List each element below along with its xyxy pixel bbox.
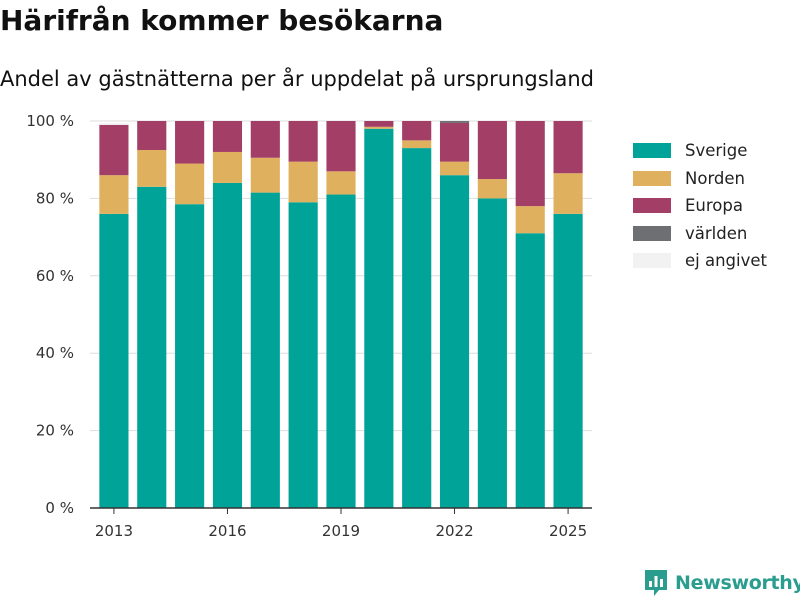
bar-segment — [439, 121, 470, 123]
bar-segment — [364, 126, 394, 129]
x-tick-label: 2016 — [208, 522, 246, 540]
legend-item: Europa — [633, 192, 767, 220]
x-tick-label: 2025 — [549, 522, 587, 540]
bar-segment — [515, 233, 545, 509]
legend-label: Europa — [685, 196, 743, 216]
bar-segment — [326, 171, 356, 195]
page-title: Härifrån kommer besökarna — [0, 4, 444, 37]
bar-segment — [553, 213, 583, 508]
brand-name: Newsworthy — [675, 572, 800, 594]
legend-label: ej angivet — [685, 251, 767, 271]
bar-segment — [99, 124, 129, 176]
bar-segment — [212, 182, 243, 509]
bar-segment — [439, 175, 470, 508]
bar-segment — [553, 121, 583, 174]
bar-segment — [515, 206, 545, 234]
bar-segment — [553, 173, 583, 214]
y-tick-label: 40 % — [36, 344, 74, 362]
bars — [99, 121, 583, 509]
bar-segment — [326, 194, 356, 508]
bar-segment — [515, 121, 545, 207]
y-tick-label: 20 % — [36, 422, 74, 440]
bar-segment — [137, 186, 167, 509]
bar-segment — [99, 175, 129, 214]
bar-segment — [326, 121, 356, 172]
legend-label: världen — [685, 223, 748, 243]
legend-swatch — [633, 170, 671, 186]
bar-segment — [250, 192, 280, 508]
page-subtitle: Andel av gästnätterna per år uppdelat på… — [0, 67, 594, 91]
bar-segment — [250, 157, 280, 193]
bar-segment — [402, 140, 432, 149]
y-tick-label: 100 % — [26, 112, 74, 130]
bar-segment — [364, 128, 394, 509]
bar-segment — [288, 161, 318, 203]
bar-chart-icon — [645, 570, 667, 596]
bar-segment — [477, 198, 507, 508]
bar-segment — [288, 202, 318, 508]
legend: Sverige Norden Europa världen ej angivet — [633, 137, 767, 275]
bar-segment — [137, 121, 167, 151]
bar-segment — [402, 148, 432, 508]
bar-segment — [137, 150, 167, 187]
bar-segment — [212, 151, 243, 183]
legend-swatch — [633, 253, 671, 269]
bar-segment — [175, 204, 205, 508]
legend-swatch — [633, 143, 671, 159]
legend-item: ej angivet — [633, 247, 767, 275]
x-tick-label: 2019 — [322, 522, 360, 540]
y-tick-label: 80 % — [36, 189, 74, 207]
bar-segment — [477, 179, 507, 199]
bar-segment — [439, 161, 470, 176]
legend-swatch — [633, 225, 671, 241]
bar-segment — [439, 122, 470, 162]
legend-item: Norden — [633, 165, 767, 193]
bar-segment — [212, 121, 243, 152]
y-tick-label: 0 % — [45, 499, 74, 517]
bar-segment — [402, 121, 432, 141]
x-tick-label: 2022 — [435, 522, 473, 540]
legend-swatch — [633, 198, 671, 214]
y-tick-label: 60 % — [36, 267, 74, 285]
bar-segment — [99, 213, 129, 508]
bar-segment — [99, 122, 129, 125]
legend-item: Sverige — [633, 137, 767, 165]
bar-segment — [250, 121, 280, 158]
legend-label: Norden — [685, 168, 746, 188]
bar-segment — [175, 163, 205, 205]
bar-segment — [175, 121, 205, 164]
bar-segment — [364, 121, 394, 127]
bar-segment — [288, 121, 318, 162]
axes: 0 % 20 % 40 % 60 % 80 % 100 % 2013 2016 2019 2022… — [26, 112, 592, 540]
brand-logo: Newsworthy — [643, 568, 800, 598]
bar-segment — [477, 121, 507, 180]
x-tick-label: 2013 — [95, 522, 133, 540]
legend-label: Sverige — [685, 141, 748, 161]
legend-item: världen — [633, 220, 767, 248]
